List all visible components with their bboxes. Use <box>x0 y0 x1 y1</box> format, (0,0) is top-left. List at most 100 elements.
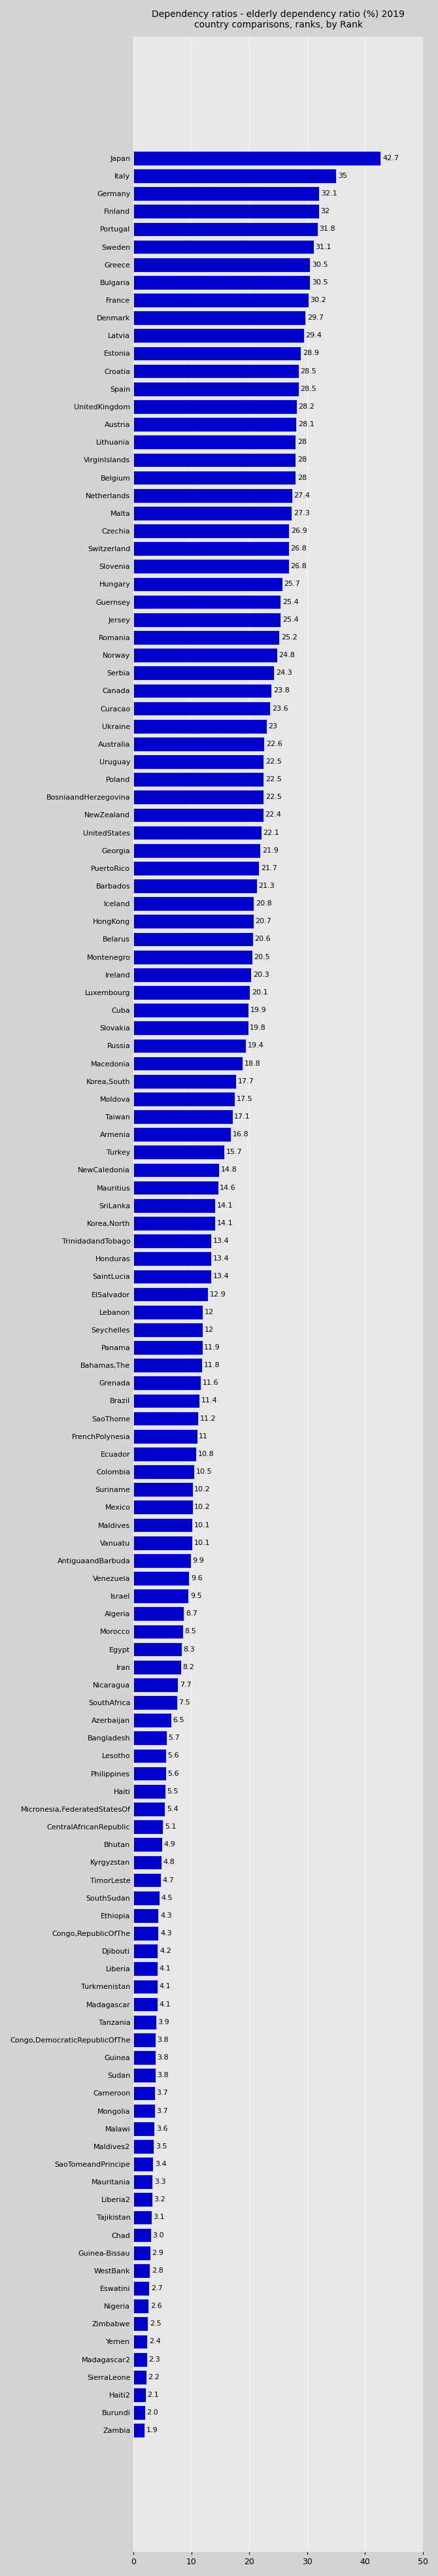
Bar <box>134 1749 166 1762</box>
Bar <box>134 1553 191 1569</box>
Text: 29.4: 29.4 <box>305 332 322 340</box>
Bar <box>134 1162 219 1177</box>
Bar <box>134 312 305 325</box>
Text: 17.1: 17.1 <box>234 1113 251 1121</box>
Bar <box>134 1180 218 1195</box>
Text: 5.7: 5.7 <box>168 1734 180 1741</box>
Bar <box>134 1891 159 1904</box>
Bar <box>134 2370 146 2385</box>
Text: 21.7: 21.7 <box>261 866 277 871</box>
Bar <box>134 701 270 716</box>
Bar <box>134 2138 154 2154</box>
Text: 2.5: 2.5 <box>150 2321 161 2326</box>
Text: 27.4: 27.4 <box>294 492 310 500</box>
Text: 26.9: 26.9 <box>291 528 307 533</box>
Text: 4.1: 4.1 <box>159 2002 170 2007</box>
Text: 32: 32 <box>321 209 330 214</box>
Bar <box>134 1288 208 1301</box>
Bar <box>134 1074 236 1087</box>
Bar <box>134 1358 202 1373</box>
Text: 9.9: 9.9 <box>193 1558 204 1564</box>
Text: 5.1: 5.1 <box>165 1824 177 1829</box>
Text: 20.3: 20.3 <box>253 971 269 979</box>
Text: 11.9: 11.9 <box>204 1345 220 1350</box>
Bar <box>134 489 292 502</box>
Text: 2.9: 2.9 <box>152 2249 164 2257</box>
Bar <box>134 276 310 289</box>
Bar <box>134 2032 155 2048</box>
Bar <box>134 222 318 237</box>
Text: 25.2: 25.2 <box>281 634 297 641</box>
Text: 12.9: 12.9 <box>210 1291 226 1298</box>
Text: 35: 35 <box>338 173 347 180</box>
Text: 11.6: 11.6 <box>202 1381 219 1386</box>
Text: 27.3: 27.3 <box>293 510 310 515</box>
Text: 2.3: 2.3 <box>148 2357 160 2362</box>
Bar <box>134 2316 148 2331</box>
Text: 19.4: 19.4 <box>247 1043 264 1048</box>
Text: 17.5: 17.5 <box>237 1095 253 1103</box>
Bar <box>134 1589 188 1602</box>
Bar <box>134 1659 181 1674</box>
Bar <box>134 1837 162 1852</box>
Bar <box>134 2069 155 2081</box>
Bar <box>134 649 277 662</box>
Text: 4.1: 4.1 <box>159 1965 170 1973</box>
Bar <box>134 170 336 183</box>
Bar <box>134 1873 161 1888</box>
Bar <box>134 1110 233 1123</box>
Text: 28: 28 <box>297 438 307 446</box>
Text: 2.4: 2.4 <box>149 2339 161 2344</box>
Text: 30.2: 30.2 <box>310 296 326 304</box>
Bar <box>134 258 310 270</box>
Text: 6.5: 6.5 <box>173 1718 184 1723</box>
Text: 28: 28 <box>297 456 307 464</box>
Text: 13.4: 13.4 <box>213 1273 229 1280</box>
Text: 9.6: 9.6 <box>191 1574 202 1582</box>
Bar <box>134 1945 158 1958</box>
Text: 3.8: 3.8 <box>157 2071 169 2079</box>
Text: 12: 12 <box>205 1327 214 1332</box>
Text: 30.5: 30.5 <box>312 260 328 268</box>
Bar <box>134 809 263 822</box>
Bar <box>134 2228 151 2241</box>
Text: 24.8: 24.8 <box>279 652 295 659</box>
Text: 31.8: 31.8 <box>319 227 336 232</box>
Text: 11.8: 11.8 <box>204 1363 220 1368</box>
Text: 25.4: 25.4 <box>283 616 299 623</box>
Bar <box>134 2334 148 2349</box>
Text: 3.7: 3.7 <box>157 2089 168 2097</box>
Bar <box>134 2210 152 2226</box>
Text: 4.1: 4.1 <box>159 1984 170 1989</box>
Bar <box>134 1056 242 1072</box>
Bar <box>134 824 261 840</box>
Text: 3.8: 3.8 <box>157 2053 169 2061</box>
Text: 14.8: 14.8 <box>221 1167 237 1172</box>
Text: 4.2: 4.2 <box>159 1947 171 1955</box>
Text: 23: 23 <box>268 724 278 729</box>
Text: 3.3: 3.3 <box>154 2179 166 2184</box>
Bar <box>134 453 296 466</box>
Text: 25.7: 25.7 <box>284 580 300 587</box>
Bar <box>134 345 301 361</box>
Bar <box>134 1996 157 2012</box>
Text: 14.1: 14.1 <box>217 1203 233 1208</box>
Text: 11: 11 <box>199 1432 208 1440</box>
Text: 42.7: 42.7 <box>382 155 399 162</box>
Text: 20.6: 20.6 <box>254 935 271 943</box>
Bar <box>134 1571 189 1584</box>
Bar <box>134 613 281 626</box>
Bar <box>134 471 296 484</box>
Bar <box>134 1963 157 1976</box>
Bar <box>134 1713 171 1728</box>
Text: 4.5: 4.5 <box>161 1893 173 1901</box>
Bar <box>134 2087 155 2099</box>
Bar <box>134 1909 159 1922</box>
Text: 13.4: 13.4 <box>213 1255 229 1262</box>
Bar <box>134 1321 203 1337</box>
Bar <box>134 896 254 912</box>
Text: 22.5: 22.5 <box>265 757 282 765</box>
Bar <box>134 683 271 698</box>
Text: 3.7: 3.7 <box>157 2107 168 2115</box>
Text: 23.8: 23.8 <box>273 688 289 693</box>
